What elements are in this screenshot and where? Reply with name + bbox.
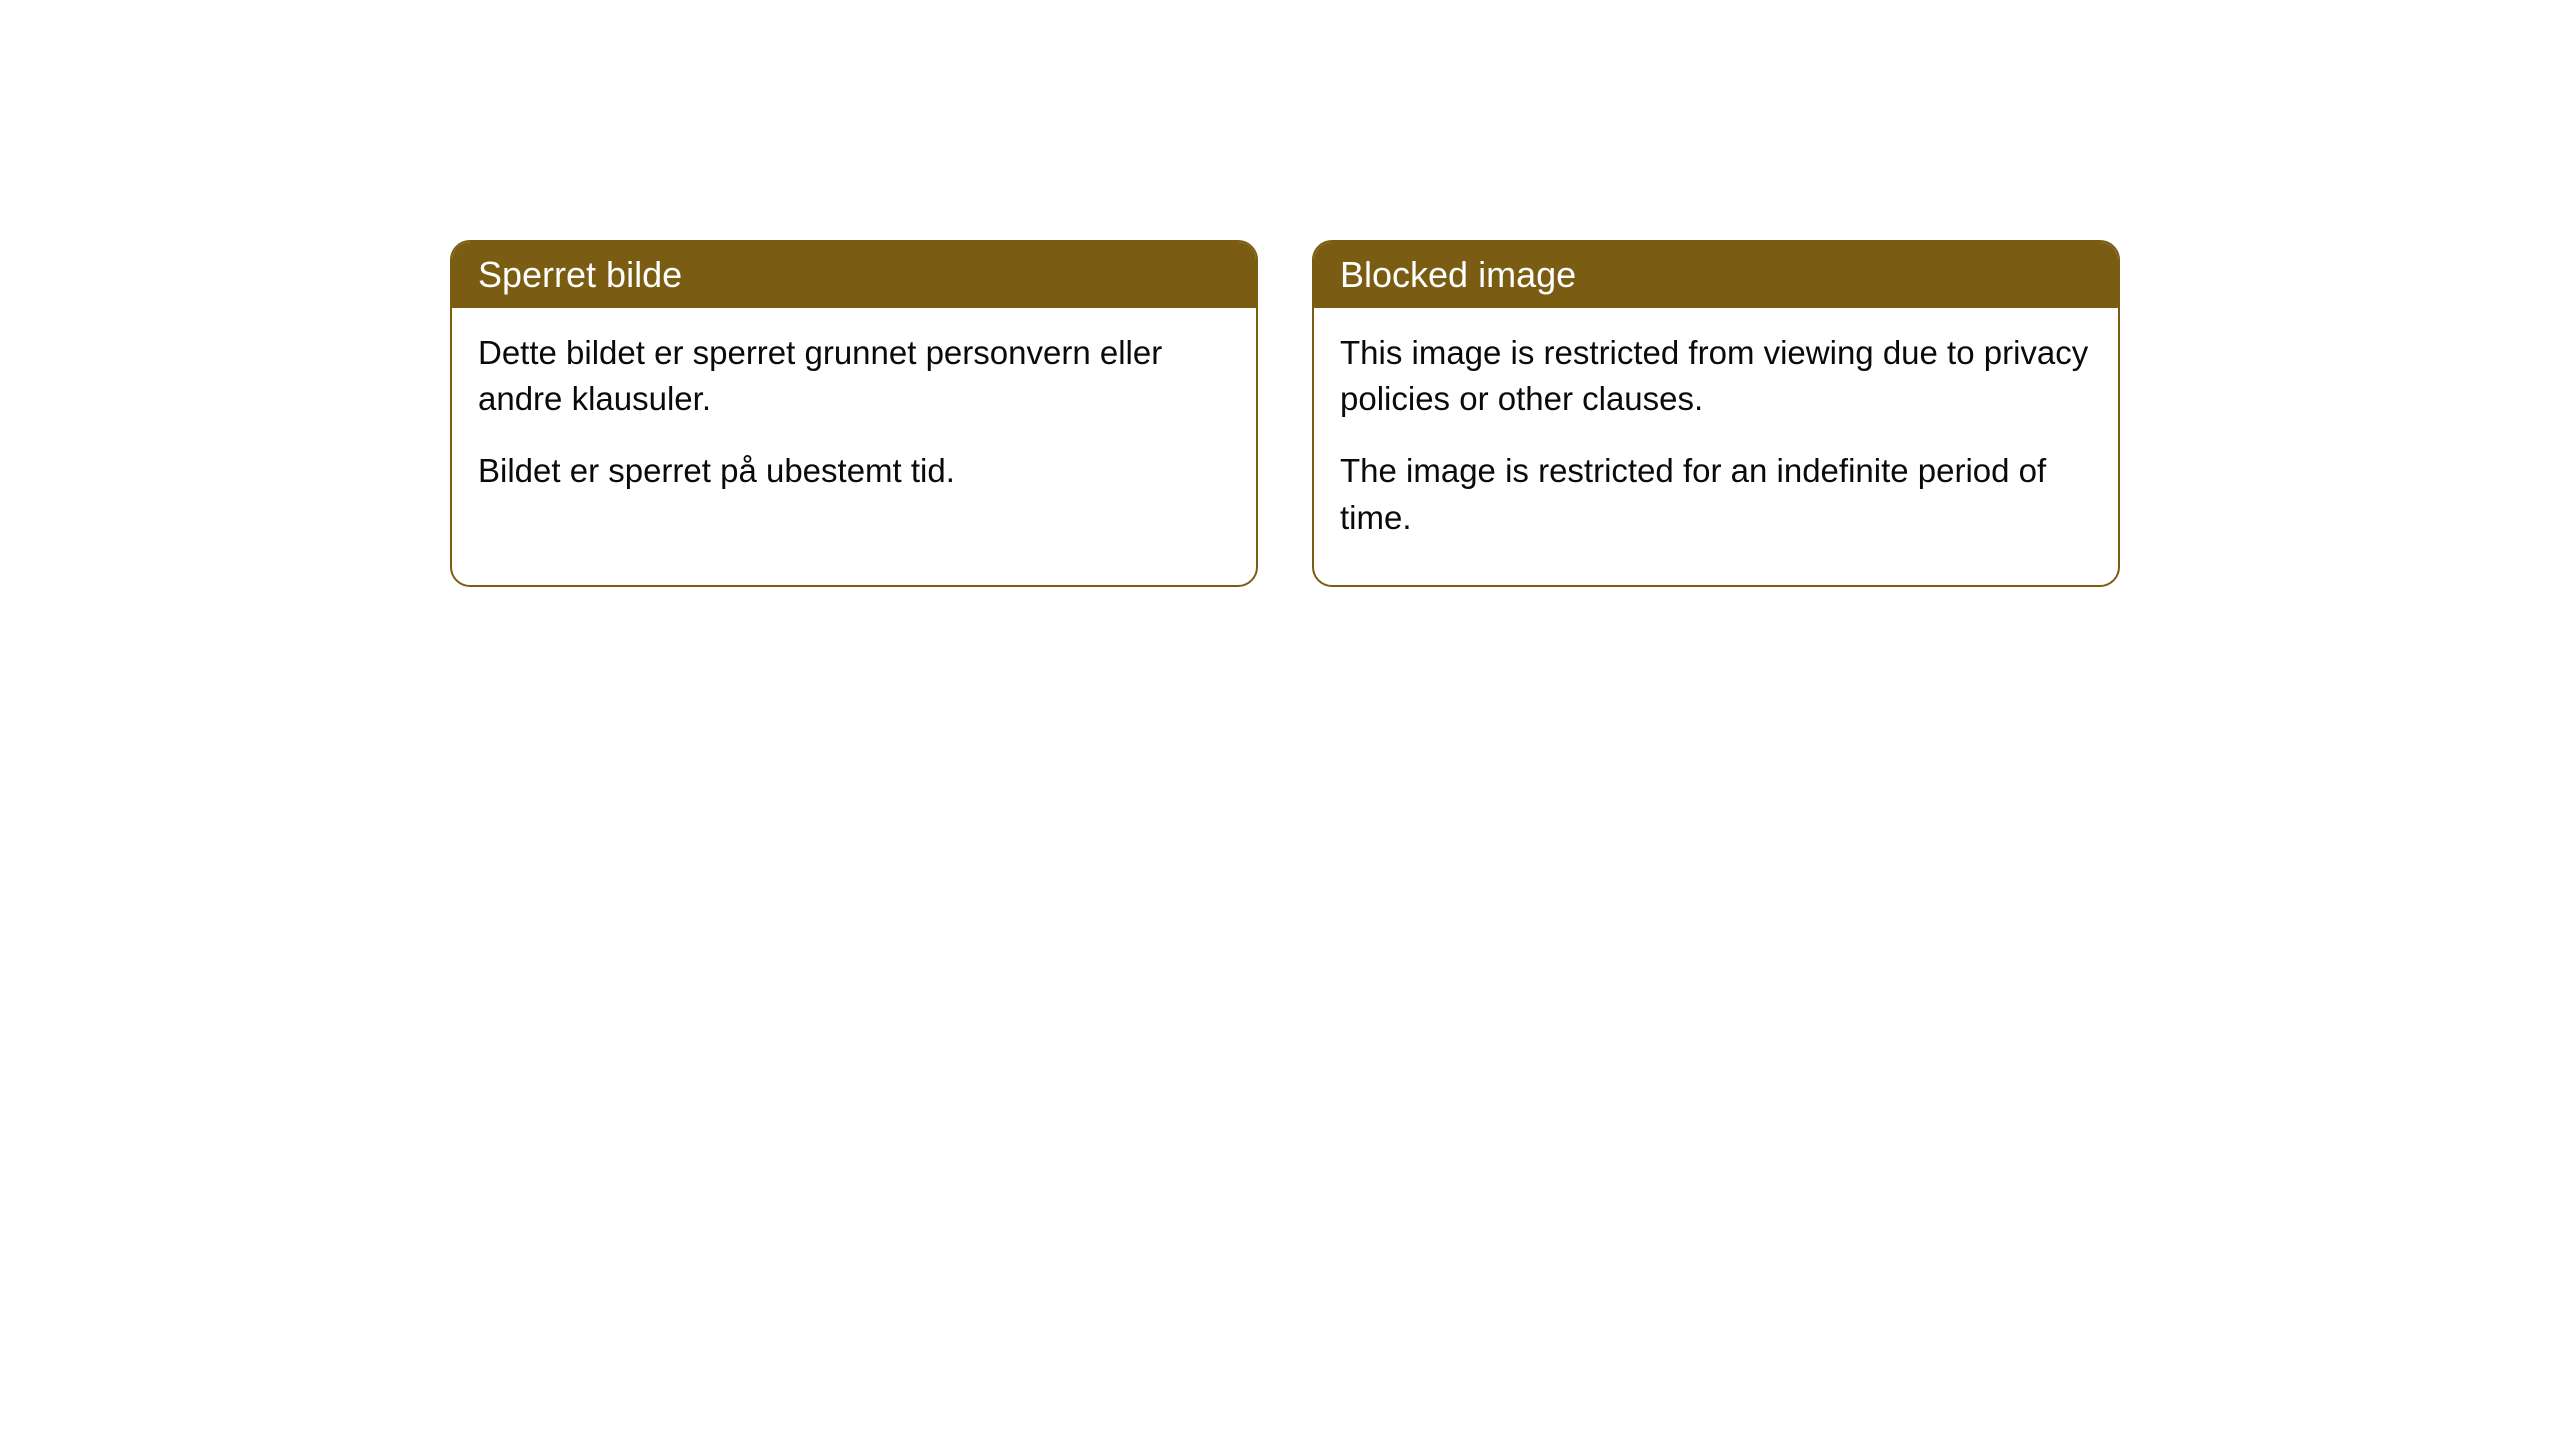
card-header-norwegian: Sperret bilde xyxy=(452,242,1256,308)
blocked-image-card-norwegian: Sperret bilde Dette bildet er sperret gr… xyxy=(450,240,1258,587)
card-header-english: Blocked image xyxy=(1314,242,2118,308)
notice-cards-container: Sperret bilde Dette bildet er sperret gr… xyxy=(450,240,2120,587)
card-text-norwegian-2: Bildet er sperret på ubestemt tid. xyxy=(478,448,1230,494)
blocked-image-card-english: Blocked image This image is restricted f… xyxy=(1312,240,2120,587)
card-body-english: This image is restricted from viewing du… xyxy=(1314,308,2118,585)
card-title-norwegian: Sperret bilde xyxy=(478,254,682,295)
card-body-norwegian: Dette bildet er sperret grunnet personve… xyxy=(452,308,1256,539)
card-text-english-1: This image is restricted from viewing du… xyxy=(1340,330,2092,422)
card-title-english: Blocked image xyxy=(1340,254,1576,295)
card-text-english-2: The image is restricted for an indefinit… xyxy=(1340,448,2092,540)
card-text-norwegian-1: Dette bildet er sperret grunnet personve… xyxy=(478,330,1230,422)
